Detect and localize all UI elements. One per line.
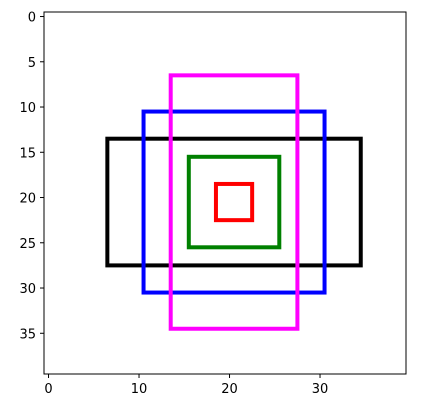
plot-area — [44, 12, 406, 374]
rectangles-layer — [105, 73, 363, 331]
x-tick-label-0: 0 — [44, 382, 52, 397]
x-axis-ticks: 0 10 20 30 — [44, 374, 328, 397]
y-tick-label-5: 25 — [19, 237, 36, 252]
y-tick-label-4: 20 — [19, 192, 36, 207]
y-tick-label-1: 5 — [28, 56, 36, 71]
rect-mark-2 — [168, 73, 300, 331]
y-tick-label-6: 30 — [19, 282, 36, 297]
x-tick-label-2: 20 — [221, 382, 238, 397]
x-tick-label-1: 10 — [131, 382, 148, 397]
y-tick-label-7: 35 — [19, 327, 36, 342]
rect-mark-1 — [141, 109, 327, 295]
y-axis-ticks: 0 5 10 15 20 25 30 35 — [19, 11, 44, 342]
y-tick-label-2: 10 — [19, 101, 36, 116]
x-tick-label-3: 30 — [312, 382, 329, 397]
rect-mark-0 — [105, 136, 363, 268]
plot-frame — [43, 11, 407, 375]
rect-mark-4 — [213, 181, 255, 223]
rect-mark-3 — [186, 154, 282, 250]
y-tick-label-0: 0 — [28, 11, 36, 26]
y-tick-label-3: 15 — [19, 146, 36, 161]
